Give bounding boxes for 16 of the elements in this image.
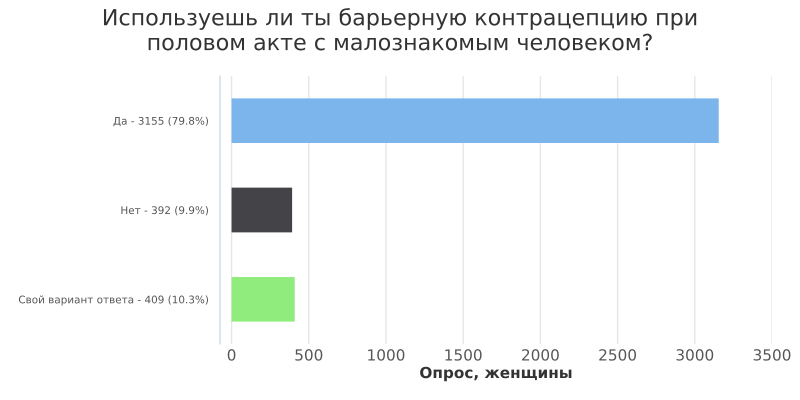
y-tick-label: Нет - 392 (9.9%): [121, 206, 208, 216]
y-tick-label: Свой вариант ответа - 409 (10.3%): [18, 295, 208, 306]
x-tick-label: 2500: [599, 349, 636, 361]
x-tick-label: 0: [228, 349, 236, 361]
bar: [232, 98, 719, 143]
x-tick-label: 1000: [368, 349, 404, 361]
bar: [232, 188, 292, 232]
x-tick-label: 2000: [522, 349, 559, 361]
x-tick-label: 3500: [754, 349, 790, 361]
x-axis-title: Опрос, женщины: [420, 366, 572, 382]
x-tick-label: 500: [295, 349, 322, 361]
chart-title: Используешь ли ты барьерную контрацепцию при половом акте с малознакомым человеком?: [104, 8, 696, 50]
x-tick-label: 3000: [676, 349, 714, 361]
x-tick-label: 1500: [445, 349, 482, 361]
y-tick-label: Да - 3155 (79.8%): [113, 116, 208, 126]
bar: [232, 277, 295, 322]
